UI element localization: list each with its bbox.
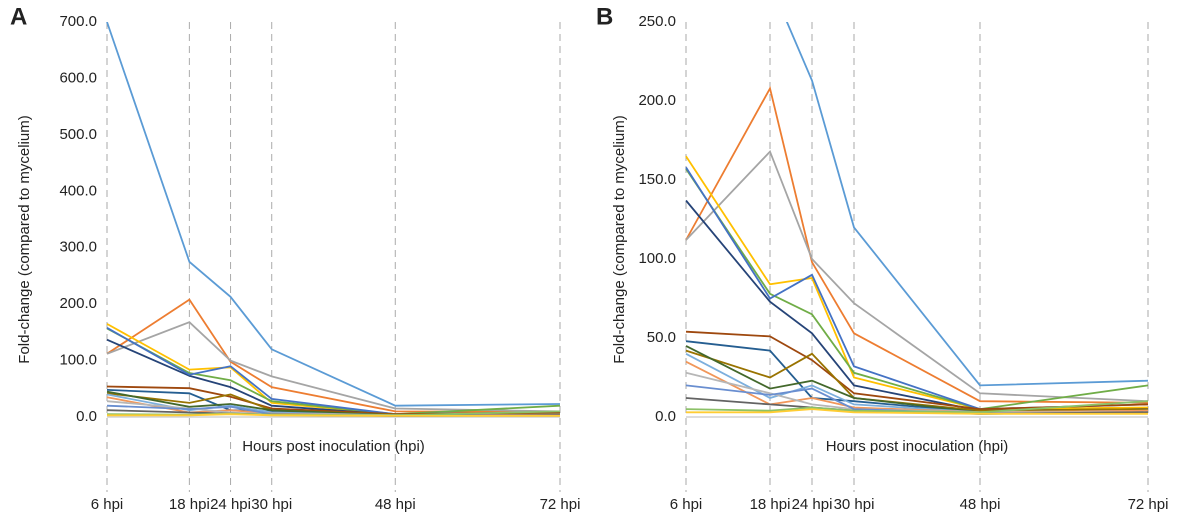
series-line — [685, 400, 1149, 414]
series-line — [785, 22, 1149, 387]
series-line — [107, 413, 560, 417]
x-tick-label: 30 hpi — [251, 496, 292, 513]
y-tick-label: 150.0 — [638, 171, 676, 188]
x-tick-label: 24 hpi — [792, 496, 833, 513]
x-tick-label: 6 hpi — [91, 496, 124, 513]
y-tick-label: 300.0 — [59, 239, 97, 256]
y-tick-label: 100.0 — [59, 352, 97, 369]
x-tick-label: 6 hpi — [670, 496, 703, 513]
y-tick-label: 100.0 — [638, 250, 676, 267]
series-line — [685, 168, 1149, 411]
y-tick-label: 0.0 — [76, 408, 97, 425]
series-line — [106, 327, 561, 416]
x-tick-label: 48 hpi — [960, 496, 1001, 513]
y-tick-label: 0.0 — [655, 408, 676, 425]
series-line — [685, 149, 1149, 403]
panel: B 6 hpi 18 hpi 24 hpi 30 hpi 48 hpi 72 hpi 0.0 5… — [596, 3, 1169, 513]
y-tick-label: 500.0 — [59, 126, 97, 143]
series-line — [685, 371, 1148, 414]
panel-label: A — [10, 3, 27, 30]
series-line — [106, 22, 561, 407]
panel-label: B — [596, 3, 613, 30]
y-axis-title: Fold-change (compared to mycelium) — [16, 115, 33, 363]
panel: A 6 hpi 18 hpi 24 hpi 30 hpi 48 hpi 72 hpi 0.0 1… — [10, 3, 580, 513]
series-line — [685, 85, 1149, 404]
x-tick-label: 30 hpi — [834, 496, 875, 513]
y-tick-label: 600.0 — [59, 69, 97, 86]
series-line — [686, 408, 1148, 415]
x-tick-label: 24 hpi — [210, 496, 251, 513]
lines — [685, 22, 1149, 415]
x-tick-label: 48 hpi — [375, 496, 416, 513]
y-tick-label: 200.0 — [59, 295, 97, 312]
y-tick-label: 250.0 — [638, 13, 676, 30]
series-line — [106, 298, 561, 413]
lines — [106, 22, 561, 417]
x-axis-title: Hours post inoculation (hpi) — [826, 438, 1009, 455]
x-tick-label: 72 hpi — [540, 496, 581, 513]
y-tick-label: 50.0 — [647, 329, 676, 346]
x-axis-title: Hours post inoculation (hpi) — [242, 438, 425, 455]
x-tick-label: 72 hpi — [1128, 496, 1169, 513]
series-line — [106, 321, 561, 413]
y-axis-title: Fold-change (compared to mycelium) — [611, 115, 628, 363]
y-tick-label: 700.0 — [59, 13, 97, 30]
y-tick-label: 400.0 — [59, 182, 97, 199]
y-tick-label: 200.0 — [638, 92, 676, 109]
x-tick-label: 18 hpi — [169, 496, 210, 513]
x-tick-label: 18 hpi — [750, 496, 791, 513]
